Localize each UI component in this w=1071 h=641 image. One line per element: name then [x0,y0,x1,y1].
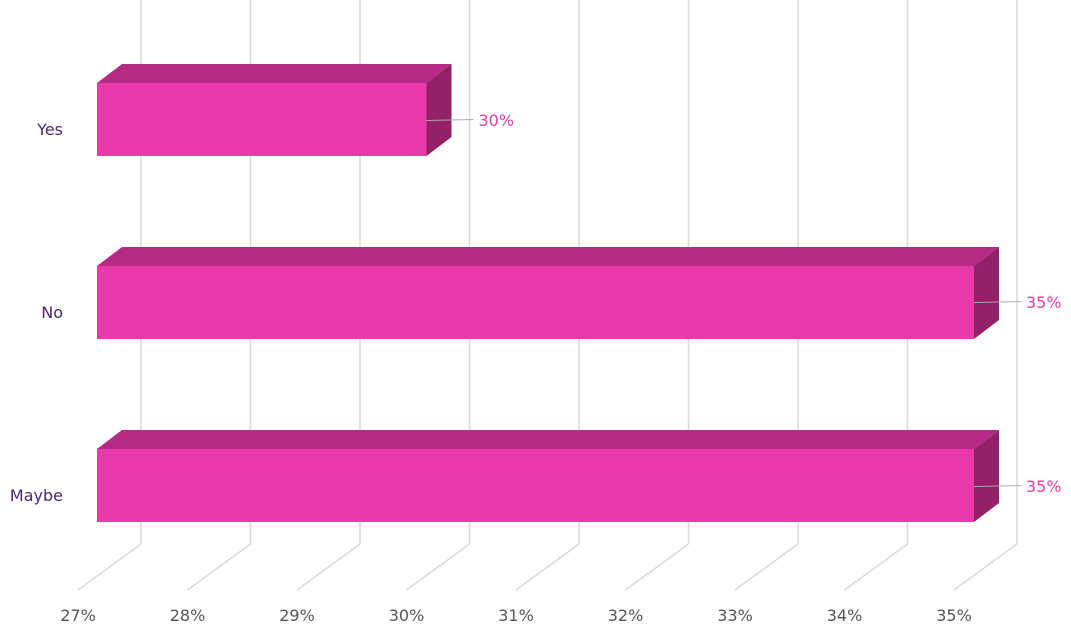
bar-top-face [97,430,999,449]
bar-side-face [974,430,999,522]
x-tick-label: 31% [498,606,534,625]
data-label: 35% [1026,477,1062,496]
data-label: 35% [1026,293,1062,312]
bar-yes [97,64,452,156]
data-label-leader [426,119,474,121]
bar-no [97,247,999,339]
x-tick-label: 28% [170,606,206,625]
x-tick-label: 35% [936,606,972,625]
data-label-leader [973,485,1022,487]
floor-gridline-7 [844,543,908,591]
bar-front-face [97,83,427,156]
labels: 27% 28% 29% 30% 31% 32% 33% 34% 35% 30% Yes 35% No 35… [10,111,1062,625]
bar-side-face [426,64,452,156]
x-tick-label: 32% [608,606,644,625]
data-label: 30% [479,111,515,130]
bar-top-face [97,64,452,83]
bar-front-face [97,266,974,339]
x-tick-label: 30% [389,606,425,625]
floor-gridline-6 [734,543,799,591]
floor-gridline-8 [953,543,1018,591]
floor-gridline-1 [187,543,251,591]
category-label: Yes [36,120,63,139]
floor-gridline-3 [406,543,470,591]
data-label-leader [973,301,1022,303]
bar-front-face [97,449,974,522]
x-tick-label: 27% [60,606,96,625]
bar-top-face [97,247,999,266]
floor-gridline-0 [77,543,142,591]
floor-gridline-5 [625,543,689,591]
category-label: No [41,303,63,322]
x-tick-label: 29% [279,606,315,625]
x-tick-label: 34% [827,606,863,625]
bar-side-face [974,247,999,339]
bar-maybe [97,430,999,522]
floor-gridline-4 [515,543,580,591]
floor-gridline-2 [296,543,361,591]
x-tick-label: 33% [717,606,753,625]
category-label: Maybe [10,486,63,505]
bars [97,64,999,522]
